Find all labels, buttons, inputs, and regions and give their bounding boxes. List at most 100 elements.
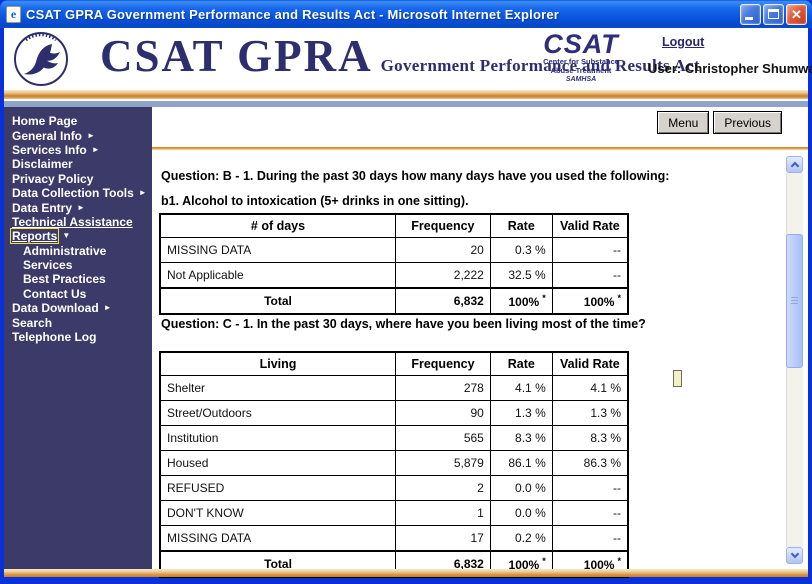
- scroll-up-button[interactable]: [786, 156, 803, 173]
- csat-logo-title: CSAT: [543, 29, 619, 59]
- sidebar-item-label: Data Download: [12, 301, 99, 316]
- question-b-heading: Question: B - 1. During the past 30 days…: [161, 169, 670, 183]
- submenu-right-arrow-icon: ►: [91, 144, 100, 154]
- table-cell: 2,222: [394, 262, 491, 289]
- internet-explorer-icon: e: [6, 5, 21, 23]
- brand-title: CSAT GPRA: [100, 31, 373, 81]
- table-cell: DON'T KNOW: [159, 500, 397, 526]
- table-cell: 100% *: [489, 287, 553, 315]
- sidebar-item-general-info[interactable]: General Info ►: [12, 128, 152, 142]
- submenu-right-arrow-icon: ►: [103, 303, 112, 313]
- submenu-down-arrow-icon: ▼: [62, 231, 71, 241]
- footnote-asterisk: *: [542, 293, 546, 303]
- sidebar-item-label: General Info: [12, 128, 83, 143]
- scrollbar-thumb[interactable]: [786, 234, 803, 368]
- sidebar-item-administrative[interactable]: Administrative: [12, 244, 152, 258]
- table-cell: 0.2 %: [489, 525, 553, 552]
- window-title: CSAT GPRA Government Performance and Res…: [26, 6, 560, 22]
- sidebar-item-telephone-log[interactable]: Telephone Log: [12, 330, 152, 344]
- app-header: CSAT GPRA Government Performance and Resu…: [4, 28, 812, 90]
- thumb-grip-icon: [791, 297, 798, 305]
- sidebar-item-label: Home Page: [12, 114, 78, 129]
- table-cell: MISSING DATA: [159, 525, 397, 552]
- sidebar-item-data-download[interactable]: Data Download ►: [12, 301, 152, 315]
- chevron-down-icon: [790, 549, 799, 559]
- minimize-button[interactable]: [740, 3, 761, 25]
- user-info: User: Christopher Shumway: [648, 61, 812, 76]
- previous-button[interactable]: Previous: [713, 111, 782, 134]
- table-cell: 4.1 %: [551, 375, 629, 401]
- sidebar-item-disclaimer[interactable]: Disclaimer: [12, 157, 152, 171]
- sidebar-item-search[interactable]: Search: [12, 315, 152, 329]
- sidebar-item-label: Telephone Log: [12, 330, 97, 345]
- table-cell: Institution: [159, 425, 397, 451]
- user-name: Christopher Shumway: [684, 61, 812, 76]
- sidebar-item-label: Data Entry: [12, 200, 73, 215]
- table-cell: 278: [395, 375, 491, 401]
- column-header: Valid Rate: [551, 213, 629, 238]
- sidebar-item-privacy-policy[interactable]: Privacy Policy: [12, 172, 152, 186]
- logout-link[interactable]: Logout: [662, 35, 705, 49]
- table-cell: 1.3 %: [551, 400, 629, 426]
- table-cell: --: [551, 475, 629, 501]
- maximize-button[interactable]: [763, 3, 784, 25]
- sidebar-item-home-page[interactable]: Home Page: [12, 114, 152, 128]
- table-cell: 4.1 %: [489, 375, 553, 401]
- table-cell: 8.3 %: [551, 425, 629, 451]
- user-label: User:: [648, 61, 682, 76]
- sidebar-item-services-info[interactable]: Services Info ►: [12, 143, 152, 157]
- table-row: MISSING DATA 20 0.3 % --: [159, 237, 629, 263]
- sidebar-item-technical-assistance[interactable]: Technical Assistance: [12, 215, 152, 229]
- sidebar-item-services[interactable]: Services: [12, 258, 152, 272]
- table-cell: 2: [395, 475, 491, 501]
- table-cell: 86.1 %: [489, 450, 553, 476]
- table-cell: 100% *: [551, 287, 629, 315]
- table-cell: --: [551, 237, 629, 263]
- table-cell: 1: [395, 500, 491, 526]
- sidebar-item-data-entry[interactable]: Data Entry ►: [12, 200, 152, 214]
- sidebar-item-reports[interactable]: Reports ▼: [9, 228, 152, 245]
- table-cell: Street/Outdoors: [159, 400, 397, 426]
- sidebar-item-label: Technical Assistance: [12, 214, 133, 229]
- vertical-scrollbar[interactable]: [786, 156, 803, 564]
- table-cell: 20: [394, 237, 491, 263]
- scrollbar-track[interactable]: [786, 173, 803, 547]
- sidebar-item-contact-us[interactable]: Contact Us: [12, 287, 152, 301]
- table-cell: 5,879: [395, 450, 491, 476]
- table-header-row: # of days Frequency Rate Valid Rate: [159, 213, 629, 238]
- table-cell: 17: [395, 525, 491, 552]
- column-header: Frequency: [394, 213, 491, 238]
- table-row: REFUSED 2 0.0 % --: [159, 475, 629, 501]
- sidebar-item-data-collection-tools[interactable]: Data Collection Tools ►: [12, 186, 152, 200]
- window-controls: ✕: [740, 3, 807, 25]
- table-row: Housed 5,879 86.1 % 86.3 %: [159, 450, 629, 476]
- table-total-row: Total 6,832 100% * 100% *: [159, 287, 629, 315]
- title-bar[interactable]: e CSAT GPRA Government Performance and R…: [0, 0, 812, 28]
- brand-subtitle: Government Performance and Results Act: [380, 56, 700, 75]
- sidebar-item-label: Services: [23, 258, 73, 273]
- menu-button[interactable]: Menu: [657, 111, 710, 134]
- text-cursor-artifact: [673, 370, 682, 387]
- column-header: Rate: [489, 351, 553, 376]
- close-button[interactable]: ✕: [786, 3, 807, 25]
- sidebar-item-best-practices[interactable]: Best Practices: [12, 272, 152, 286]
- sidebar-item-label: Privacy Policy: [12, 171, 94, 186]
- sidebar-item-label: Search: [12, 315, 53, 330]
- table-cell: 0.0 %: [489, 500, 553, 526]
- table-row: MISSING DATA 17 0.2 % --: [159, 525, 629, 552]
- gold-rule: [152, 147, 808, 150]
- column-header: # of days: [159, 213, 396, 238]
- sidebar-item-label: Disclaimer: [12, 157, 73, 172]
- table-cell: REFUSED: [159, 475, 397, 501]
- table-cell: 90: [395, 400, 491, 426]
- page-body: Home Page General Info ► Services Info ► D…: [4, 107, 808, 578]
- content-area: Menu Previous Question: B - 1. During th…: [152, 107, 808, 578]
- table-cell: 6,832: [394, 287, 491, 315]
- submenu-right-arrow-icon: ►: [138, 188, 147, 198]
- table-cell: MISSING DATA: [159, 237, 396, 263]
- column-header: Living: [159, 351, 397, 376]
- scroll-down-button[interactable]: [786, 547, 803, 564]
- toolbar: Menu Previous: [657, 111, 782, 134]
- close-icon: ✕: [791, 6, 802, 22]
- table-cell: Housed: [159, 450, 397, 476]
